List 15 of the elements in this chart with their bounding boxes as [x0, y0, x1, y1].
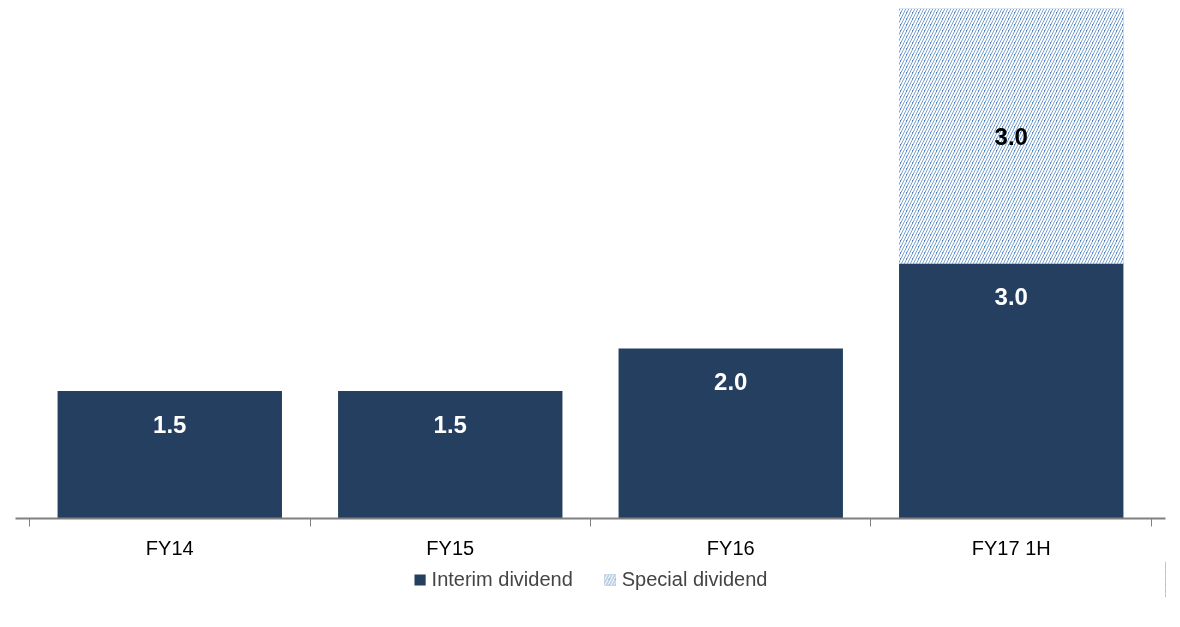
data-label: 1.5 [153, 410, 187, 438]
x-tick-label: FY14 [145, 536, 194, 559]
data-label: 1.5 [433, 410, 467, 438]
bar [338, 391, 563, 519]
data-label: 2.0 [714, 368, 748, 395]
x-tick-label: FY16 [706, 536, 755, 559]
x-tick-label: FY17 1H [971, 536, 1051, 559]
x-tick-label: FY15 [426, 536, 475, 559]
data-label: 3.0 [994, 283, 1028, 310]
bar [899, 263, 1124, 519]
data-label: 3.0 [994, 122, 1028, 150]
bar [57, 391, 282, 519]
bar [618, 348, 843, 519]
legend-label: Special dividend [621, 567, 768, 591]
legend-label: Interim dividend [431, 567, 573, 591]
